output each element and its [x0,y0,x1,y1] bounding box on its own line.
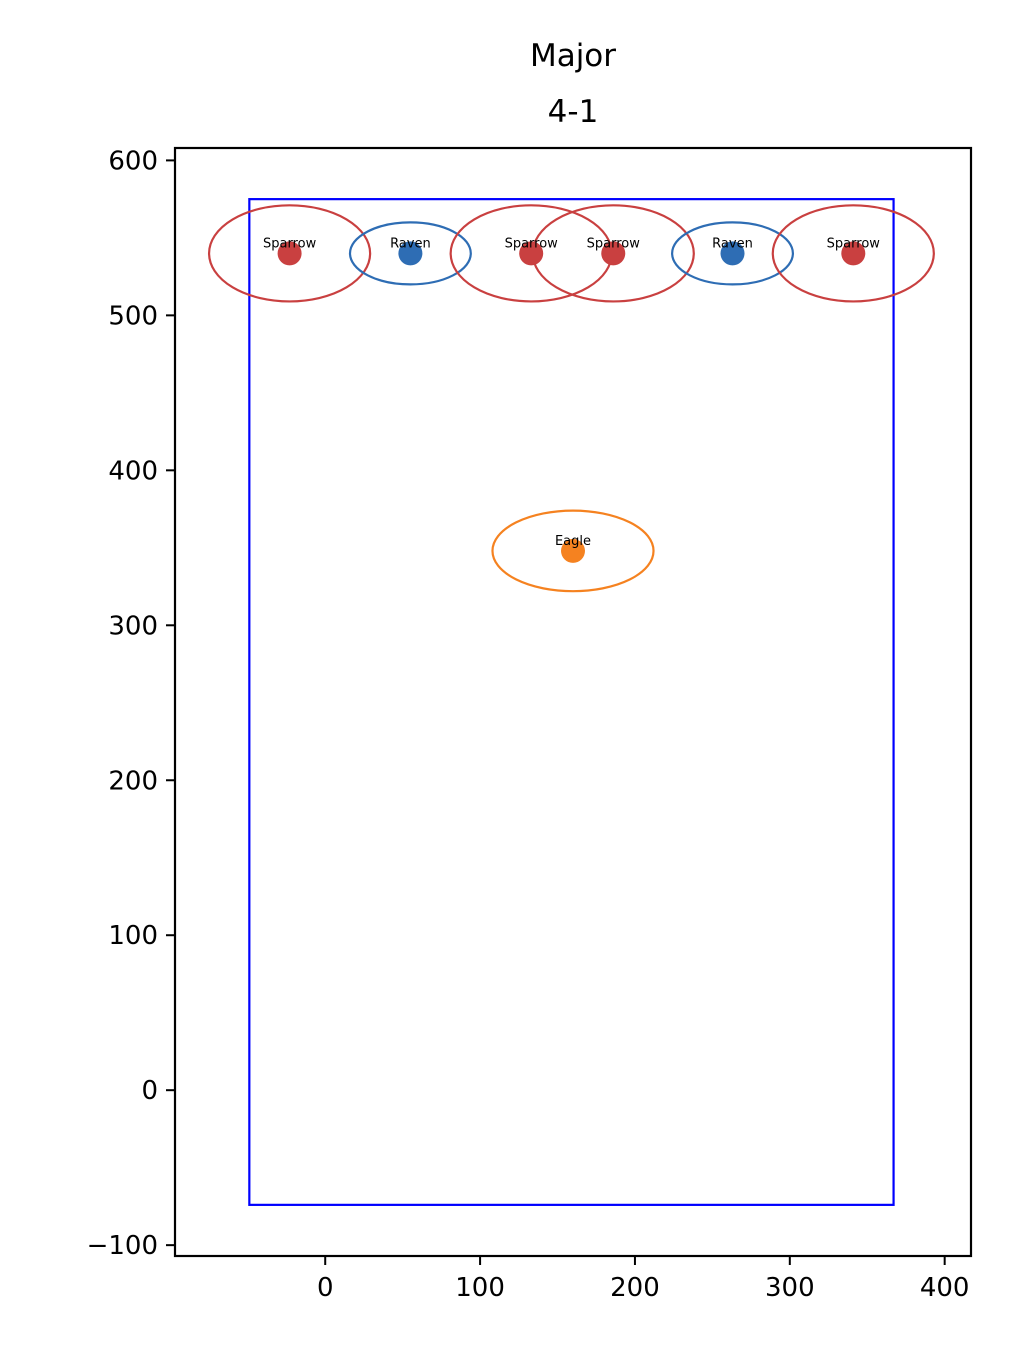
axes: 0 100 200 300 400 −100 0 100 200 300 400 500 600 [87,146,973,1303]
y-tick-label-5: 400 [108,456,158,486]
range-ellipse-4 [671,221,795,286]
point-2 [519,241,544,266]
point-0 [277,241,302,266]
point-label-3: Sparrow [587,236,641,251]
plot-frame [173,146,973,1258]
point-label-0: Sparrow [263,236,317,251]
x-tick-label-4: 400 [920,1273,970,1303]
chart-title-line1: Major [530,38,616,74]
x-tick-label-3: 300 [765,1273,815,1303]
point-label-1: Raven [390,236,431,251]
point-5 [841,241,866,266]
point-label-4: Raven [712,236,753,251]
range-ellipse-5 [771,204,935,303]
boundary-rect [248,198,895,1206]
range-ellipse-0 [207,204,372,303]
y-tick-label-7: 600 [108,146,158,176]
y-tick-label-1: 0 [141,1076,158,1106]
range-ellipse-1 [348,221,472,286]
y-tick-label-4: 300 [108,611,158,641]
point-1 [398,241,423,266]
point-label-6: Eagle [555,534,591,549]
chart-title-line2: 4-1 [548,94,599,130]
point-4 [720,241,745,266]
y-tick-label-3: 200 [108,766,158,796]
x-tick-label-2: 200 [610,1273,660,1303]
y-tick-label-0: −100 [87,1231,158,1261]
point-3 [601,241,626,266]
plot-area: Sparrow Raven Sparrow Sparrow Raven Sparrow Ea… [207,198,935,1206]
x-tick-label-0: 0 [317,1273,334,1303]
x-tick-label-1: 100 [455,1273,505,1303]
y-tick-label-6: 500 [108,301,158,331]
point-label-5: Sparrow [827,236,881,251]
point-label-2: Sparrow [505,236,559,251]
range-ellipse-6 [491,509,655,593]
y-tick-label-2: 100 [108,921,158,951]
point-6 [561,538,585,563]
